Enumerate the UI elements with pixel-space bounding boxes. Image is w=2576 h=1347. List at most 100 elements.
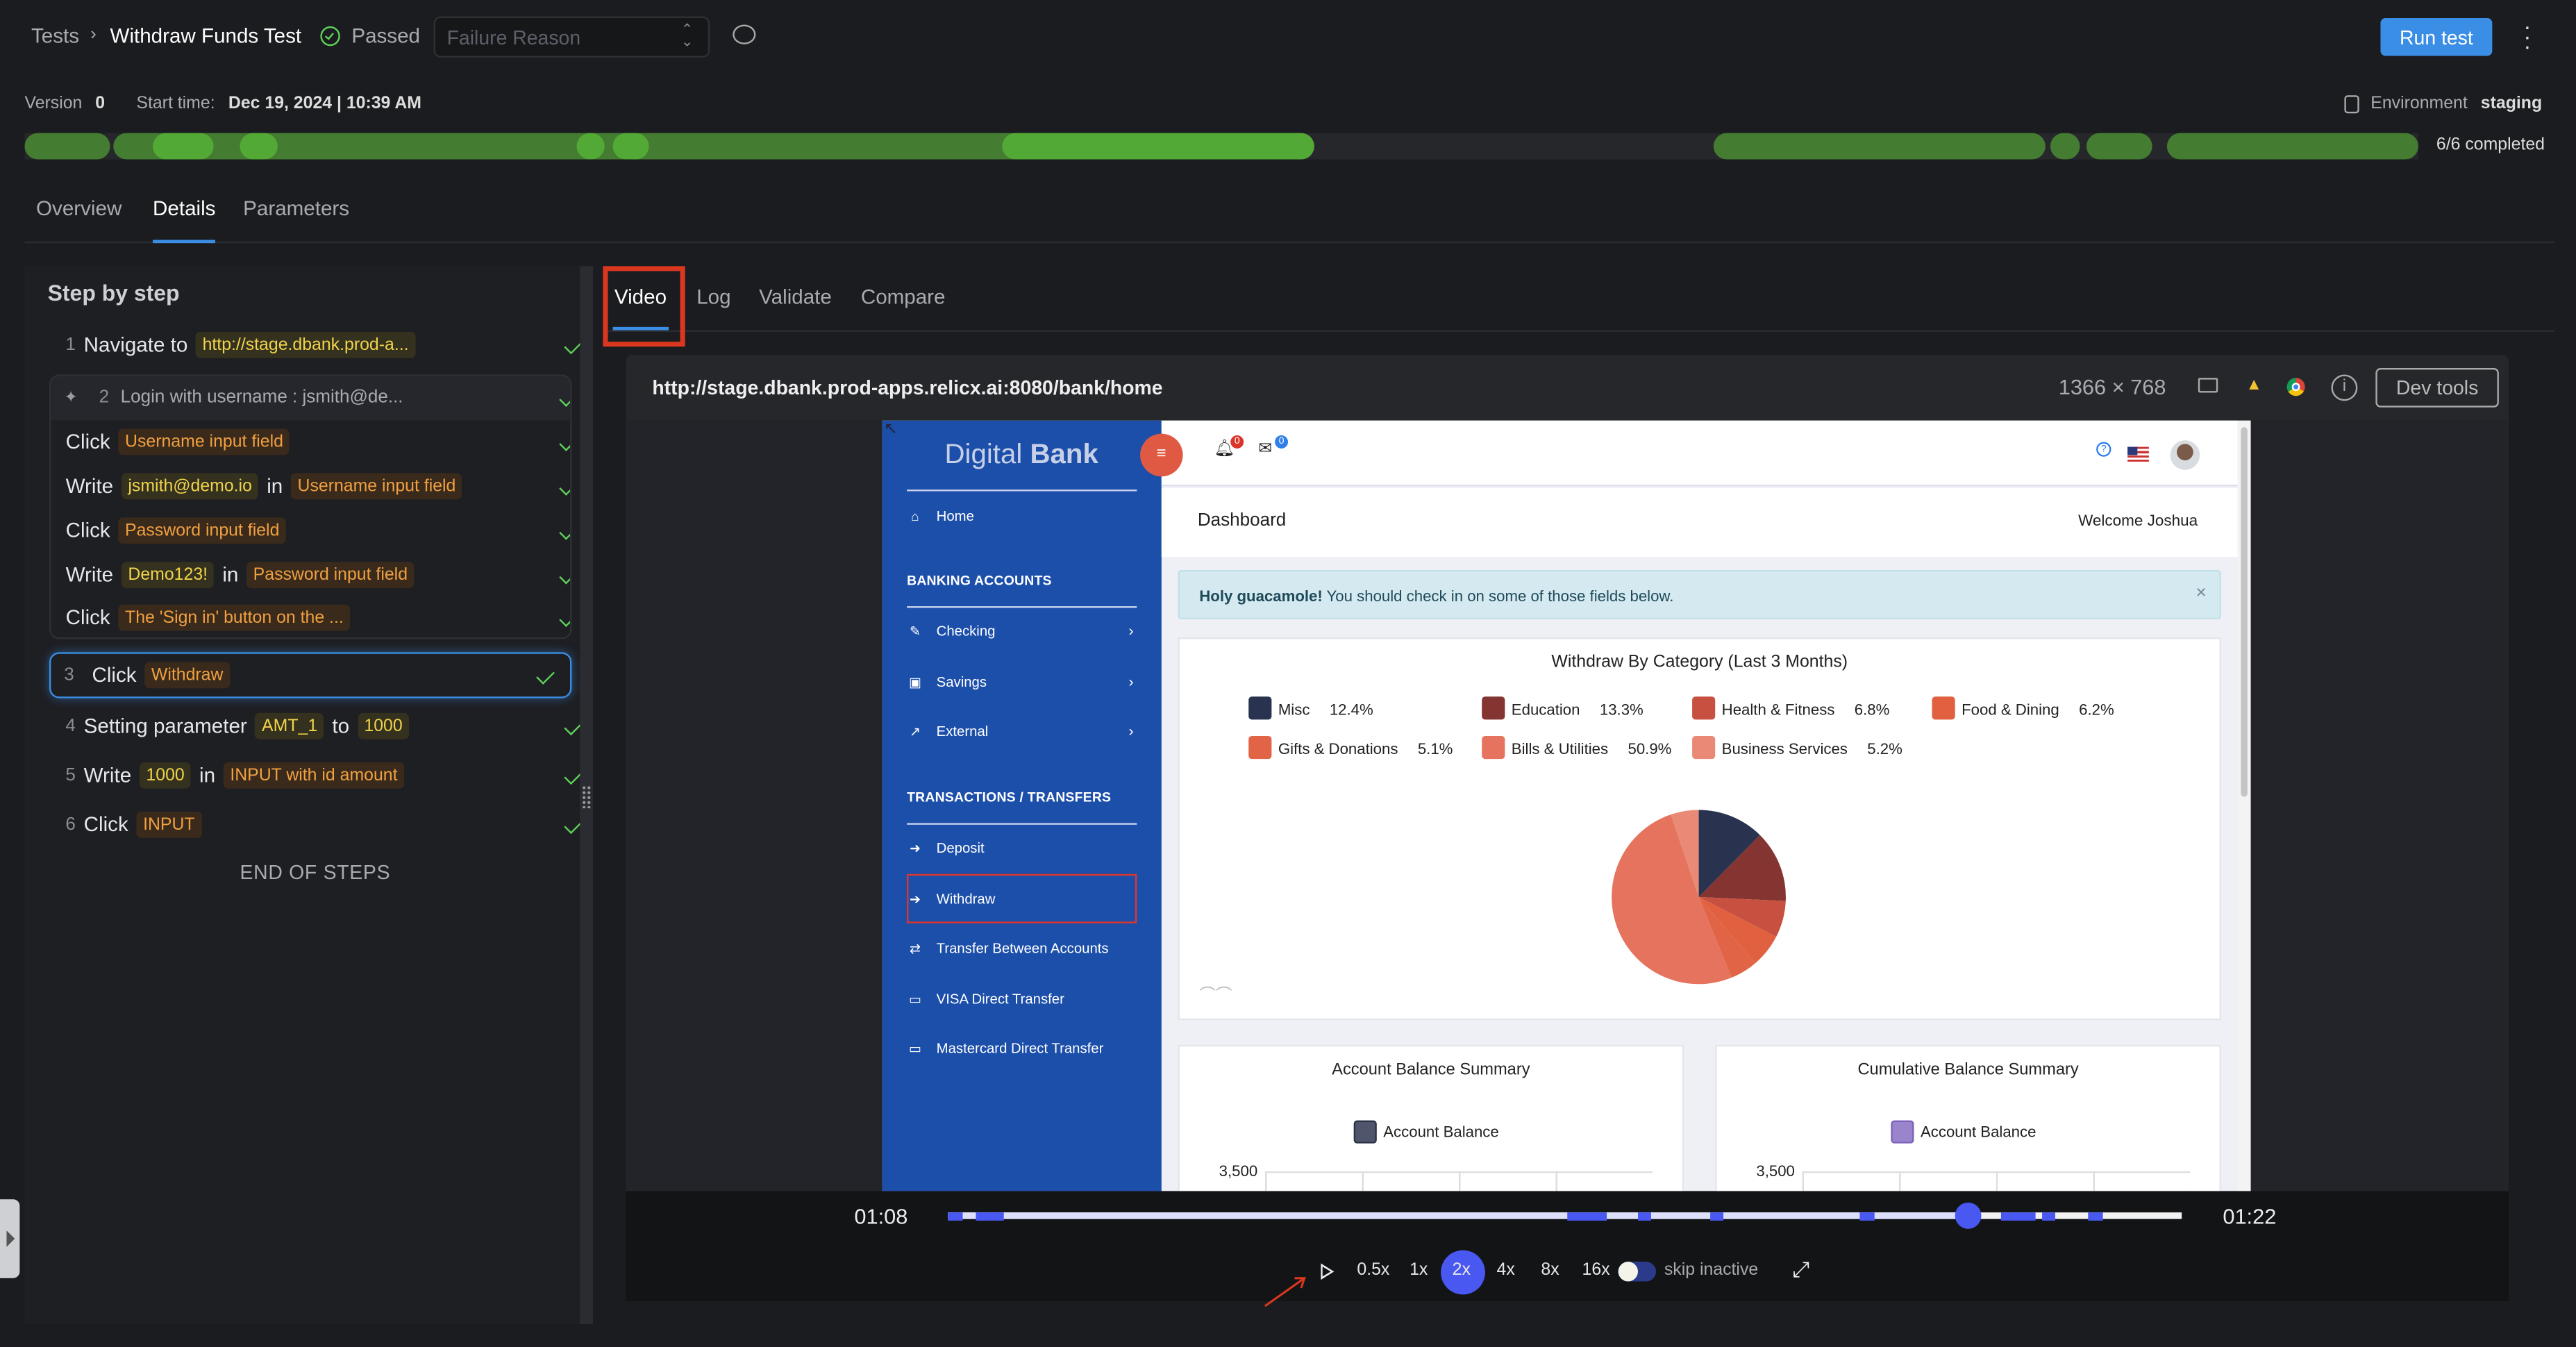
mail-icon[interactable]: ✉ — [1258, 440, 1273, 459]
legend-item[interactable]: Education 13.3% — [1482, 696, 1644, 720]
browser-url: http://stage.dbank.prod-apps.relicx.ai:8… — [652, 376, 1163, 399]
annotation-arrow — [1264, 1277, 1306, 1307]
bank-logo: Digital Bank — [944, 438, 1098, 470]
environment-label: Environment — [2370, 93, 2468, 114]
sidebar-item-visa[interactable]: ▭ VISA Direct Transfer — [907, 991, 1064, 1007]
step-6[interactable]: 6 Click INPUT — [56, 803, 601, 846]
timeline-track[interactable] — [948, 1212, 2182, 1219]
step-3-selected[interactable]: 3 Click Withdraw — [49, 652, 573, 698]
step-number: 3 — [64, 665, 74, 685]
failure-reason-select[interactable]: Failure Reason ⌃ ⌄ — [433, 16, 710, 58]
legend-item[interactable]: Health & Fitness 6.8% — [1692, 696, 1890, 720]
close-icon[interactable]: × — [2196, 583, 2207, 603]
legend-swatch — [1891, 1120, 1914, 1144]
tab-log[interactable]: Log — [696, 285, 731, 309]
comment-icon[interactable] — [733, 24, 756, 44]
tab-validate[interactable]: Validate — [759, 285, 832, 309]
tab-video[interactable]: Video — [614, 285, 667, 309]
help-icon[interactable]: ? — [2096, 442, 2111, 457]
sidebar-item-withdraw[interactable]: ➔ Withdraw — [907, 890, 995, 907]
substep[interactable]: Click The 'Sign in' button on the ... — [66, 596, 571, 637]
legend-value: 6.8% — [1854, 698, 1890, 717]
substep[interactable]: Write jsmith@demo.io in Username input fiel… — [65, 465, 571, 508]
sidebar-item-home[interactable]: ⌂ Home — [907, 508, 974, 524]
edit-icon: ✎ — [909, 623, 921, 639]
sidebar-item-deposit[interactable]: ➜ Deposit — [907, 839, 985, 856]
step-3[interactable]: 3 Click Withdraw — [64, 654, 573, 697]
substep[interactable]: Click Username input field — [66, 421, 571, 464]
step-label: Login with username : jsmith@de... — [120, 387, 403, 408]
end-of-steps: END OF STEPS — [240, 860, 391, 884]
step-2-group: ✦ 2 Login with username : jsmith@de... C… — [49, 374, 572, 639]
tab-overview[interactable]: Overview — [36, 196, 122, 221]
legend-item[interactable]: Gifts & Donations 5.1% — [1248, 736, 1453, 760]
legend-swatch — [1353, 1120, 1377, 1144]
target-chip: Username input field — [291, 473, 462, 500]
fullscreen-icon[interactable]: ⤢ — [1792, 1257, 1810, 1282]
pie-slice-food-dining[interactable] — [1698, 896, 1777, 964]
step-1[interactable]: 1 Navigate to http://stage.dbank.prod-a.… — [56, 324, 601, 367]
panel-resize-handle[interactable] — [580, 266, 594, 1325]
breadcrumb-tests[interactable]: Tests — [31, 24, 80, 48]
step-action: Write — [65, 474, 114, 498]
page-scrollbar[interactable] — [2237, 420, 2251, 1191]
step-5[interactable]: 5 Write 1000 in INPUT with id amount — [56, 754, 601, 797]
pie-slice-education[interactable] — [1698, 835, 1786, 901]
alert-banner: Holy guacamole! You should check in on s… — [1178, 570, 2221, 620]
alert-text: Holy guacamole! You should check in on s… — [1199, 586, 1674, 605]
tab-compare[interactable]: Compare — [860, 285, 946, 309]
us-flag-icon[interactable] — [2127, 446, 2149, 462]
timeline-scrubber[interactable] — [1955, 1202, 1982, 1229]
pie-chart — [1612, 810, 1786, 985]
money-icon: ▣ — [908, 674, 921, 689]
step-action: Setting parameter — [83, 714, 247, 738]
value-chip: jsmith@demo.io — [121, 473, 259, 500]
legend-item[interactable]: Business Services 5.2% — [1692, 736, 1902, 760]
legend-label: Gifts & Donations — [1278, 738, 1398, 757]
legend-label: Account Balance — [1920, 1122, 2036, 1141]
legend-swatch — [1692, 696, 1716, 720]
bank-sidebar — [882, 420, 1162, 1191]
tab-details[interactable]: Details — [153, 196, 216, 221]
step-number: 2 — [99, 387, 110, 408]
skip-inactive-toggle[interactable] — [1618, 1262, 1657, 1282]
sidebar-item-checking[interactable]: ✎ Checking — [907, 623, 995, 639]
legend-item[interactable]: Misc 12.4% — [1248, 696, 1373, 720]
external-link-icon: ↗ — [909, 723, 921, 739]
substep[interactable]: Write Demo123! in Password input field — [66, 553, 571, 596]
sidebar-item-mastercard[interactable]: ▭ Mastercard Direct Transfer — [907, 1040, 1103, 1057]
pie-slice-misc[interactable] — [1698, 810, 1760, 897]
sidebar-item-savings[interactable]: ▣ Savings — [907, 674, 987, 690]
sidebar-item-external[interactable]: ↗ External — [907, 723, 988, 739]
credit-card-icon: ▭ — [908, 1040, 921, 1056]
speed-1x[interactable]: 1x — [1410, 1260, 1428, 1280]
legend-item[interactable]: Bills & Utilities 50.9% — [1482, 736, 1671, 760]
play-icon[interactable] — [1321, 1263, 1335, 1280]
speed-8x[interactable]: 8x — [1541, 1260, 1559, 1280]
pie-slice-business-services[interactable] — [1671, 810, 1699, 897]
info-icon[interactable]: i — [2331, 374, 2358, 401]
speed-0.5x[interactable]: 0.5x — [1357, 1260, 1390, 1280]
sidebar-item-transfer[interactable]: ⇄ Transfer Between Accounts — [907, 939, 1109, 956]
menu-toggle-icon[interactable]: ≡ — [1140, 433, 1183, 477]
more-options-icon[interactable]: · · · — [2523, 12, 2532, 60]
substep[interactable]: Click Password input field — [66, 509, 571, 552]
step-4[interactable]: 4 Setting parameter AMT_1 to 1000 — [56, 705, 601, 748]
account-balance-title: Account Balance Summary — [1332, 1061, 1530, 1080]
pie-slice-health-fitness[interactable] — [1698, 896, 1786, 937]
side-drawer-toggle[interactable] — [0, 1199, 20, 1278]
tab-parameters[interactable]: Parameters — [243, 196, 350, 221]
step-2[interactable]: ✦ 2 Login with username : jsmith@de... — [64, 376, 571, 419]
dev-tools-button[interactable]: Dev tools — [2375, 368, 2499, 408]
speed-16x[interactable]: 16x — [1582, 1260, 1610, 1280]
speed-2x[interactable]: 2x — [1452, 1260, 1471, 1280]
run-test-button[interactable]: Run test — [2380, 18, 2493, 56]
home-icon: ⌂ — [911, 508, 919, 524]
pie-slice-bills-utilities[interactable] — [1612, 814, 1732, 985]
click-highlight-box — [907, 873, 1137, 923]
speed-4x[interactable]: 4x — [1496, 1260, 1515, 1280]
avatar[interactable] — [2170, 440, 2200, 470]
legend-item[interactable]: Food & Dining 6.2% — [1932, 696, 2114, 720]
steps-list: 1 Navigate to http://stage.dbank.prod-a.… — [49, 0, 583, 1347]
pie-slice-gifts-donations[interactable] — [1698, 896, 1756, 978]
